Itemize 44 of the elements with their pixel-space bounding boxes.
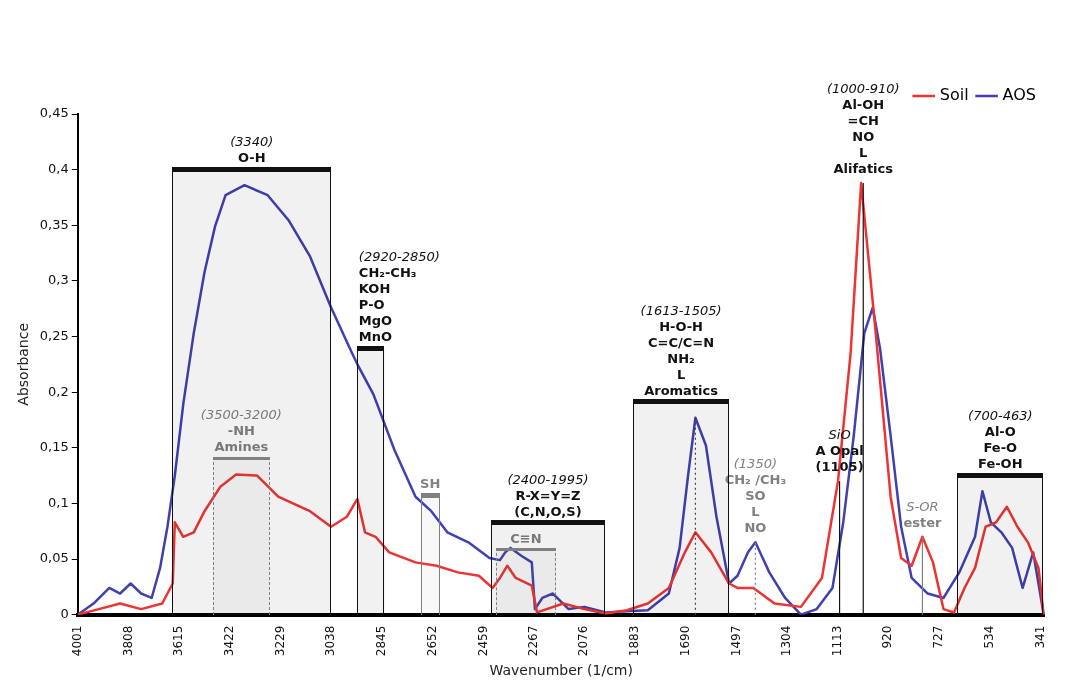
band-label: (2400-1995) R-X=Y=Z (C,N,O,S) bbox=[507, 471, 589, 519]
x-tick-label: 341 bbox=[1032, 625, 1047, 649]
x-tick-label: 1304 bbox=[779, 625, 794, 657]
band-label: SH bbox=[420, 476, 441, 492]
x-tick-label: 4001 bbox=[69, 625, 84, 657]
x-tick-label: 1113 bbox=[829, 625, 844, 657]
y-tick-label: 0,2 bbox=[48, 383, 69, 399]
x-tick-label: 3229 bbox=[272, 625, 287, 657]
band-label: (700-463) Al-O Fe-O Fe-OH bbox=[968, 408, 1033, 472]
y-axis-title: Absorbance bbox=[15, 322, 32, 406]
x-tick-label: 3422 bbox=[222, 625, 237, 657]
y-tick-label: 0,4 bbox=[48, 161, 69, 176]
x-tick-label: 3038 bbox=[323, 625, 338, 657]
y-tick-label: 0,15 bbox=[39, 439, 69, 455]
y-tick-label: 0,45 bbox=[39, 105, 69, 121]
x-tick-label: 2845 bbox=[373, 625, 388, 657]
y-tick-label: 0,35 bbox=[39, 216, 69, 232]
band-label: (3340) O-H bbox=[230, 134, 274, 166]
x-axis-title: Wavenumber (1/cm) bbox=[489, 662, 633, 679]
y-tick-label: 0,05 bbox=[39, 550, 69, 566]
band-label: (1613-1505) H-O-H C=C/C=N NH₂ L Aromatics bbox=[640, 302, 722, 398]
y-tick-label: 0,3 bbox=[48, 272, 69, 288]
ref-line-label: (1000-910) Al-OH =CH NO L Alifatics bbox=[826, 80, 900, 176]
x-tick-label: 920 bbox=[880, 625, 895, 649]
legend-label: Soil bbox=[939, 85, 969, 105]
x-tick-label: 1690 bbox=[677, 625, 692, 657]
x-tick-label: 534 bbox=[981, 625, 996, 649]
band-label: C≡N bbox=[510, 530, 542, 546]
x-tick-label: 1497 bbox=[728, 625, 743, 657]
ref-line-label: S-OR ester bbox=[903, 498, 943, 530]
x-tick-label: 2652 bbox=[424, 625, 439, 657]
x-tick-label: 3808 bbox=[120, 625, 135, 657]
band-label: (3500-3200) -NH Amines bbox=[200, 407, 282, 455]
y-tick-label: 0,25 bbox=[39, 327, 69, 343]
x-tick-label: 2459 bbox=[475, 625, 490, 657]
x-tick-label: 727 bbox=[931, 625, 946, 649]
legend-label: AOS bbox=[1002, 85, 1037, 105]
band-label: (2920-2850) CH₂-CH₃ KOH P-O MgO MnO bbox=[358, 249, 440, 345]
x-tick-label: 2076 bbox=[576, 625, 591, 657]
y-tick-label: 0 bbox=[60, 606, 69, 622]
x-tick-label: 2267 bbox=[526, 625, 541, 657]
x-tick-label: 1883 bbox=[627, 625, 642, 657]
x-tick-label: 3615 bbox=[171, 625, 186, 657]
y-tick-label: 0,1 bbox=[48, 494, 69, 510]
